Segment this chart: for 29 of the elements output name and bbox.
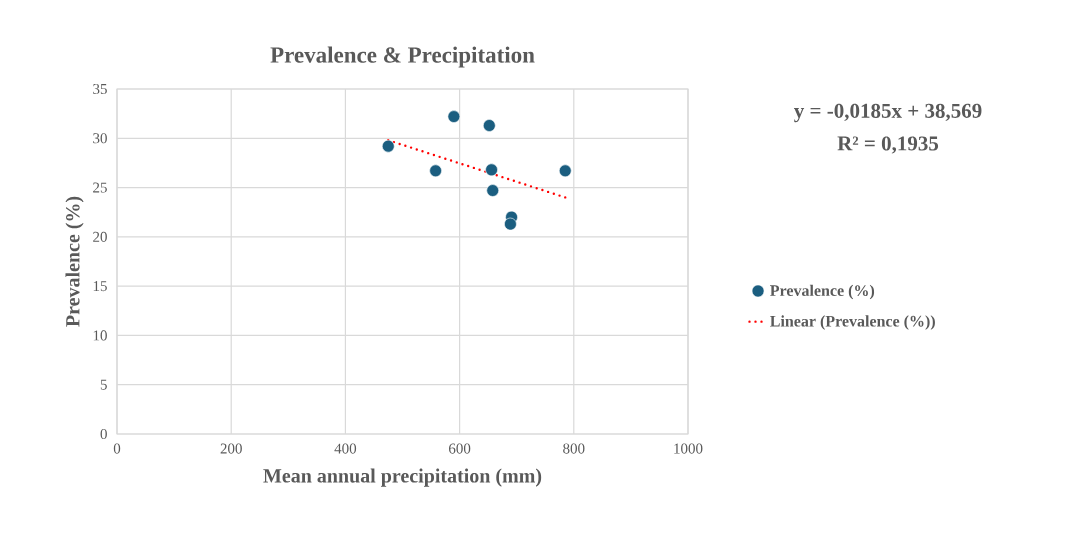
point — [429, 164, 442, 178]
legend-label: Linear (Prevalence (%)) — [770, 315, 935, 330]
y-tick-label: 20 — [93, 231, 107, 242]
point — [486, 184, 500, 197]
y-tick-label: 5 — [100, 379, 107, 390]
y-axis-title: Prevalence (%) — [65, 196, 84, 327]
text: R² = 0,1935 — [837, 136, 939, 154]
y-tick-label: 25 — [93, 182, 107, 193]
y-tick-label: 30 — [93, 133, 107, 144]
x-tick-label: 200 — [220, 443, 242, 454]
y-tick-label: 15 — [93, 281, 107, 292]
x-tick-label: 0 — [113, 443, 121, 454]
chart-title: Prevalence & Precipitation — [270, 46, 535, 68]
y-tick-label: 10 — [93, 330, 107, 341]
point — [381, 139, 395, 153]
point — [447, 110, 461, 123]
y-tick-label: 35 — [93, 83, 107, 95]
point — [558, 164, 572, 178]
text: y = -0,0185x + 38,569 — [794, 103, 982, 123]
x-tick-label: 400 — [334, 443, 357, 454]
x-tick-label: 600 — [449, 443, 471, 454]
point — [483, 119, 496, 132]
legend-label: Prevalence (%) — [770, 284, 875, 300]
x-axis-title: Mean annual precipitation (mm) — [263, 468, 542, 487]
x-tick-label: 1000 — [674, 443, 703, 454]
point — [485, 163, 498, 177]
x-tick-label: 800 — [563, 443, 585, 454]
y-tick-label: 0 — [100, 428, 107, 440]
point — [504, 217, 517, 231]
